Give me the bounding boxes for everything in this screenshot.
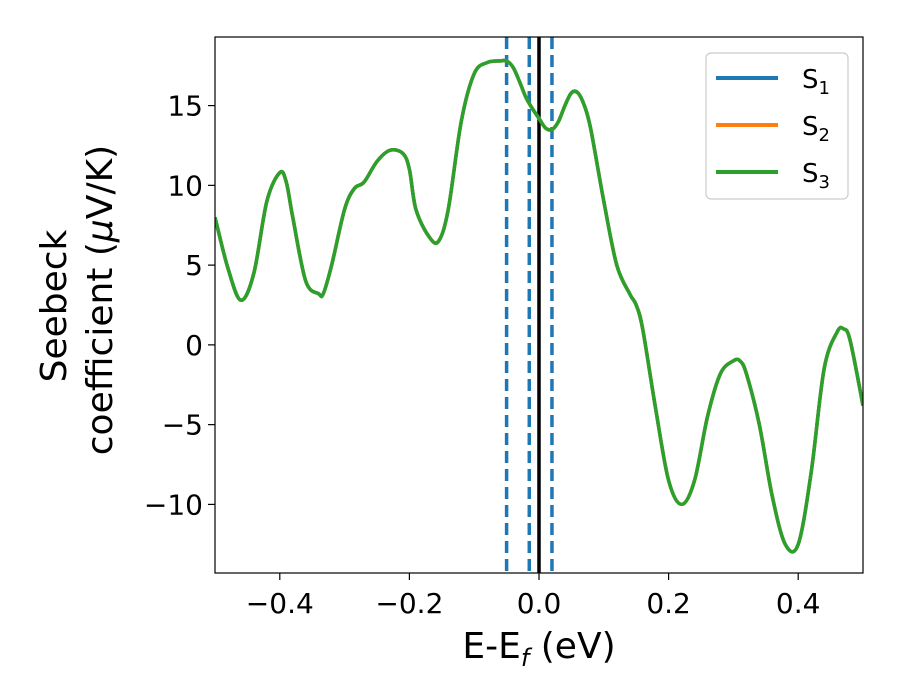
legend-label-s1: S1 [802, 65, 830, 99]
x-tick-label: 0.0 [517, 587, 562, 620]
y-tick-label: −10 [144, 488, 203, 521]
x-tick-label: −0.4 [246, 587, 314, 620]
y-tick-label: 15 [167, 90, 203, 123]
legend-label-s3: S3 [802, 159, 830, 193]
x-tick-label: 0.4 [776, 587, 821, 620]
series-line-s3 [215, 58, 863, 554]
legend-label-s2: S2 [802, 112, 830, 146]
x-tick-label: −0.2 [375, 587, 443, 620]
series-lines [215, 58, 863, 554]
y-tick-label: −5 [162, 409, 203, 442]
reference-lines [504, 37, 554, 573]
y-axis-title-line2: coefficient (μV/K) [80, 145, 121, 455]
x-axis-title: E-Ef (eV) [462, 626, 615, 672]
legend: S1 S2 S3 [705, 52, 849, 200]
y-tick-label: 10 [167, 169, 203, 202]
x-axis: −0.4 −0.2 0.0 0.2 0.4 [246, 573, 821, 620]
x-tick-label: 0.2 [646, 587, 691, 620]
y-axis: −10 −5 0 5 10 15 [144, 90, 215, 521]
y-tick-label: 5 [185, 249, 203, 282]
y-tick-label: 0 [185, 329, 203, 362]
y-axis-title-line1: Seebeck [34, 229, 75, 382]
